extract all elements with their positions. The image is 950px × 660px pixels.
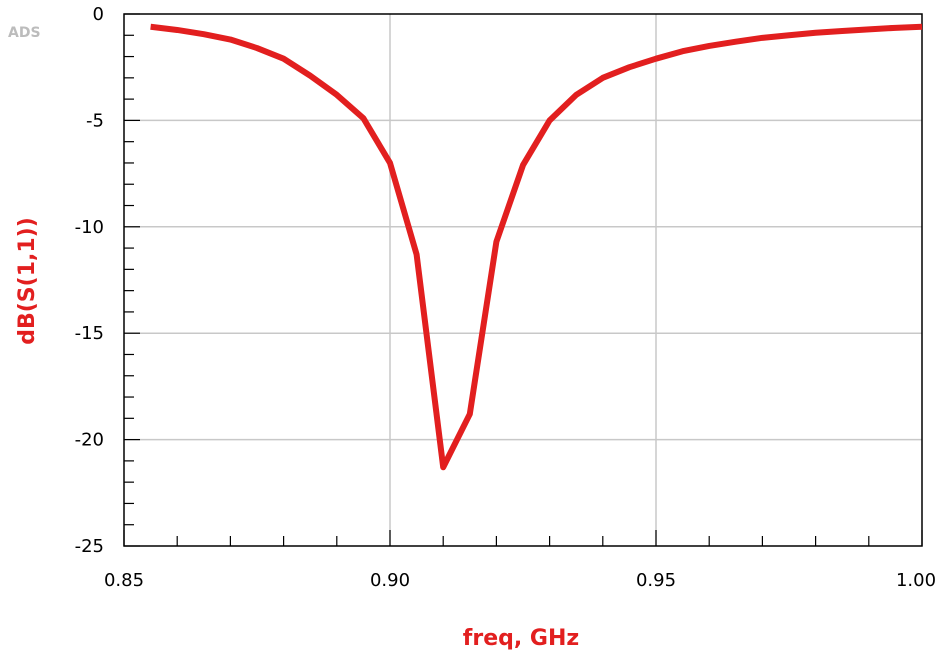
y-tick-label-5: -25	[75, 536, 104, 557]
grid-lines	[124, 14, 922, 546]
x-tick-label-1: 0.90	[370, 570, 410, 591]
y-tick-label-4: -20	[75, 430, 104, 451]
plot-area-frame	[123, 13, 923, 547]
tick-labels: 0.85 0.90 0.95 1.00 0 -5 -10 -15 -20 -25	[75, 4, 936, 591]
x-axis-label: freq, GHz	[463, 626, 579, 651]
y-tick-label-0: 0	[93, 4, 104, 25]
y-tick-label-2: -10	[75, 217, 104, 238]
x-tick-label-3: 1.00	[896, 570, 936, 591]
y-tick-label-3: -15	[75, 323, 104, 344]
y-axis-label: dB(S(1,1))	[15, 217, 40, 345]
x-tick-label-0: 0.85	[104, 570, 144, 591]
watermark: ADS	[8, 25, 41, 41]
series-line	[150, 23, 923, 471]
y-tick-label-1: -5	[86, 110, 104, 131]
x-tick-label-2: 0.95	[636, 570, 676, 591]
